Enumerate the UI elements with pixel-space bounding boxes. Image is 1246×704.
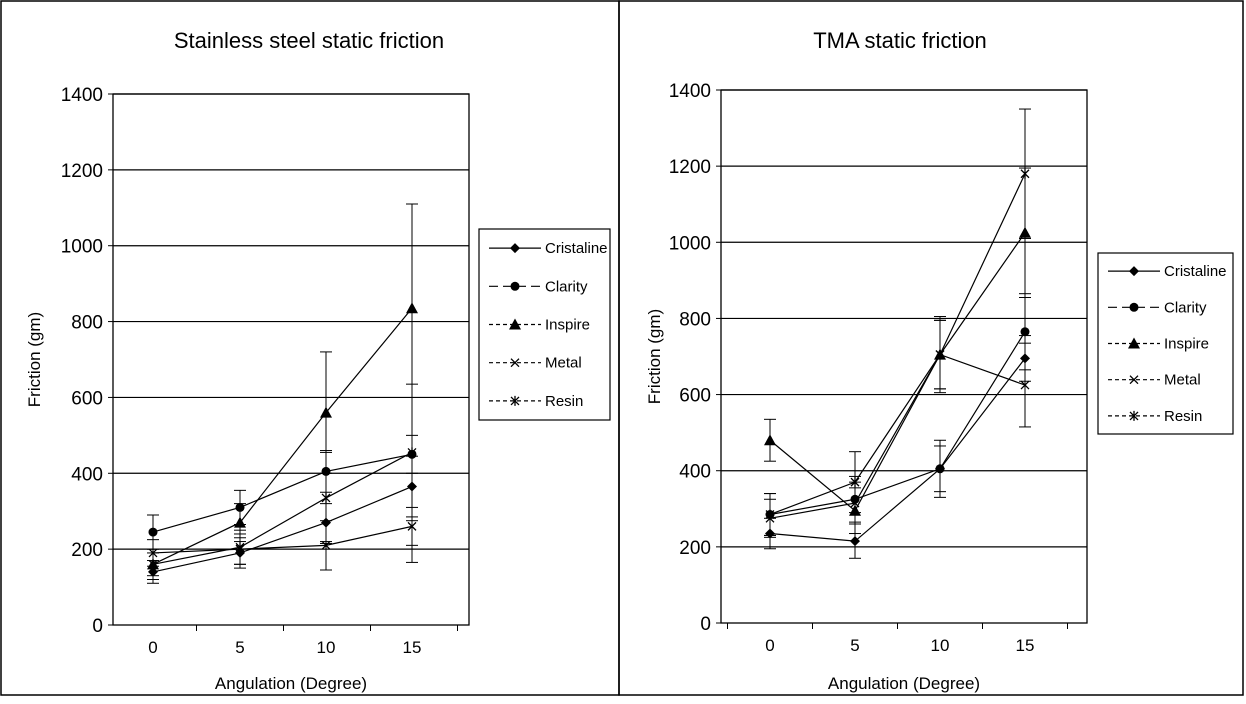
x-tick-label: 0 — [765, 636, 774, 655]
y-tick-label: 200 — [71, 540, 103, 561]
plot-area — [720, 89, 1088, 624]
data-point — [1020, 380, 1030, 390]
series-clarity — [147, 434, 418, 550]
legend-marker — [1129, 266, 1139, 277]
series-cristaline — [764, 335, 1031, 559]
y-tick-label: 0 — [92, 616, 103, 637]
legend-label: Metal — [545, 355, 582, 372]
y-tick-label: 0 — [700, 614, 711, 635]
x-tick-label: 15 — [1016, 636, 1035, 655]
legend-label: Resin — [1164, 408, 1202, 425]
x-tick-label: 5 — [850, 636, 859, 655]
series-line — [152, 453, 413, 533]
legend-label: Resin — [545, 393, 583, 410]
series-line — [152, 451, 413, 565]
series-line — [769, 232, 1026, 512]
series-metal — [147, 506, 418, 571]
y-axis-label: Friction (gm) — [645, 309, 664, 404]
data-point — [1020, 327, 1030, 337]
legend-marker — [1128, 337, 1140, 349]
y-tick-label: 800 — [679, 309, 711, 330]
y-tick-label: 600 — [71, 388, 103, 409]
legend-label: Metal — [1164, 372, 1201, 389]
data-point — [407, 521, 417, 531]
legend: Cristaline Clarity Inspire Metal Resin — [478, 228, 611, 421]
right-panel-border — [618, 0, 1244, 696]
series-line — [769, 353, 1026, 519]
legend: Cristaline Clarity Inspire Metal Resin — [1097, 252, 1234, 435]
x-axis-label: Angulation (Degree) — [215, 674, 367, 693]
legend-marker — [1129, 375, 1139, 385]
x-tick-label: 10 — [317, 638, 336, 657]
data-point — [850, 536, 860, 547]
series-resin — [147, 383, 418, 580]
legend-marker — [510, 281, 520, 291]
data-point — [234, 516, 246, 528]
data-point — [320, 406, 332, 418]
data-point — [407, 447, 417, 458]
y-axis-label: Friction (gm) — [25, 312, 44, 407]
legend-label: Inspire — [545, 317, 590, 334]
series-inspire — [147, 203, 418, 577]
series-cristaline — [147, 455, 418, 584]
legend-marker — [509, 318, 521, 330]
data-point — [235, 542, 245, 553]
legend-label: Cristaline — [1164, 263, 1227, 280]
y-tick-label: 400 — [679, 462, 711, 483]
data-point — [148, 559, 158, 570]
legend-label: Clarity — [545, 278, 588, 295]
data-point — [764, 434, 776, 446]
data-point — [1020, 168, 1030, 179]
series-line — [152, 525, 413, 554]
y-tick-label: 400 — [71, 464, 103, 485]
data-point — [321, 492, 331, 503]
y-tick-label: 1200 — [669, 157, 711, 178]
data-point — [850, 477, 860, 488]
legend-marker — [510, 395, 520, 406]
series-resin — [764, 108, 1031, 536]
chart-title: Stainless steel static friction — [174, 28, 444, 53]
data-point — [321, 540, 331, 550]
legend-box — [1097, 252, 1234, 435]
data-point — [765, 509, 775, 520]
series-inspire — [764, 167, 1031, 535]
series-line — [769, 358, 1026, 542]
x-tick-label: 0 — [148, 638, 157, 657]
y-tick-label: 1200 — [61, 161, 103, 182]
y-tick-label: 1400 — [669, 81, 711, 102]
x-tick-label: 10 — [931, 636, 950, 655]
legend-marker — [1129, 302, 1139, 312]
legend-label: Clarity — [1164, 299, 1207, 316]
legend-box — [478, 228, 611, 421]
data-point — [148, 527, 158, 537]
legend-marker — [510, 243, 520, 254]
data-point — [406, 302, 418, 314]
x-tick-label: 5 — [235, 638, 244, 657]
tma-panel: TMA static friction 0 200 400 600 800 1000 1200… — [645, 28, 1234, 693]
series-line — [769, 331, 1026, 516]
x-axis-label: Angulation (Degree) — [828, 674, 980, 693]
y-tick-label: 800 — [71, 313, 103, 334]
legend-label: Cristaline — [545, 240, 608, 257]
legend-label: Inspire — [1164, 336, 1209, 353]
legend-marker — [1129, 410, 1139, 421]
series-line — [152, 486, 413, 573]
series-line — [769, 173, 1026, 516]
chart-title: TMA static friction — [813, 28, 987, 53]
y-tick-label: 200 — [679, 538, 711, 559]
y-tick-label: 600 — [679, 386, 711, 407]
y-tick-label: 1000 — [669, 233, 711, 254]
y-tick-label: 1000 — [61, 237, 103, 258]
stainless-steel-panel: Stainless steel static friction 0 200 400 60… — [25, 28, 611, 693]
series-clarity — [764, 293, 1031, 536]
y-tick-label: 1400 — [61, 85, 103, 106]
data-point — [935, 349, 945, 360]
series-line — [152, 307, 413, 565]
data-point — [935, 464, 945, 474]
legend-marker — [510, 358, 520, 368]
x-tick-label: 15 — [403, 638, 422, 657]
